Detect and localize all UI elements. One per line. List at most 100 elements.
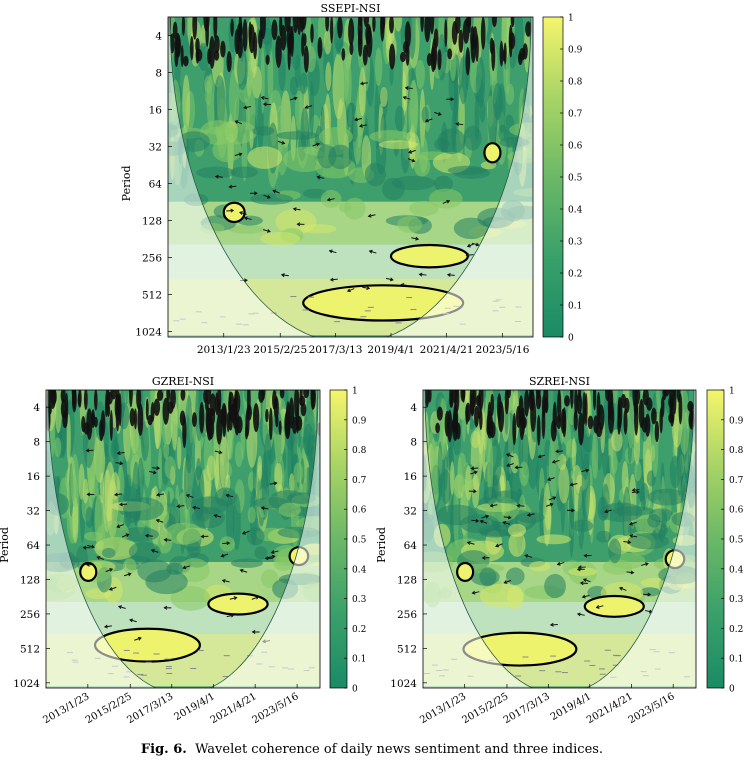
y-tick-label: 512: [142, 289, 162, 301]
y-tick-label: 1024: [135, 326, 162, 338]
phase-arrow-head: [129, 618, 134, 623]
phase-arrow: [480, 520, 488, 524]
coherence-texture: [123, 558, 137, 574]
significance-streak: [287, 33, 292, 56]
coherence-texture: [164, 456, 176, 479]
significance-streak: [449, 392, 454, 408]
phase-arrow: [527, 513, 535, 516]
significance-streak: [486, 410, 494, 439]
significance-streak: [166, 390, 171, 404]
phase-arrow: [244, 217, 252, 220]
phase-arrow-head: [556, 561, 561, 566]
phase-arrow-head: [316, 175, 321, 180]
coherence-texture: [507, 523, 527, 537]
phase-arrow: [222, 579, 230, 583]
phase-arrow: [114, 493, 123, 496]
x-tick-label: 2023/5/16: [627, 691, 677, 726]
phase-arrow-head: [273, 481, 278, 486]
significance-streak: [663, 390, 670, 397]
significance-streak: [427, 390, 432, 403]
coherence-texture: [476, 57, 486, 108]
panel-title: GZREI-NSI: [152, 375, 214, 388]
coherence-texture: [99, 472, 105, 504]
colorbar-tick-label: 0.2: [568, 270, 582, 280]
phase-arrow: [631, 491, 640, 494]
significance-streak: [286, 401, 290, 423]
phase-arrow-head: [230, 208, 235, 213]
phase-arrow: [293, 208, 301, 211]
phase-arrow-head: [200, 534, 205, 539]
phase-arrow-head: [359, 81, 364, 86]
significance-streak: [49, 390, 56, 410]
phase-arrow-head: [109, 568, 114, 572]
phase-arrow: [327, 198, 335, 201]
coherence-texture: [611, 429, 623, 452]
coherence-texture: [394, 17, 403, 32]
phase-arrow: [305, 105, 313, 109]
significance-streak: [510, 17, 515, 28]
phase-arrow: [87, 545, 95, 548]
phase-arrow-head: [221, 578, 226, 583]
phase-arrow: [506, 463, 514, 467]
coherence-texture: [338, 202, 352, 213]
coherence-texture: [102, 547, 116, 559]
significance-streak: [363, 17, 370, 28]
phase-arrow-head: [329, 277, 334, 282]
phase-arrow-head: [354, 117, 359, 122]
phase-arrow: [214, 514, 222, 518]
phase-arrow: [408, 149, 416, 154]
significance-streak: [480, 17, 486, 50]
y-tick-label: 256: [397, 609, 417, 621]
coherence-texture: [437, 441, 443, 501]
coherence-texture: [206, 455, 216, 481]
y-tick-label: 512: [397, 643, 417, 655]
significance-streak: [265, 408, 269, 423]
coherence-texture: [254, 546, 268, 560]
coherence-texture: [182, 74, 191, 133]
phase-arrow: [164, 539, 172, 541]
coherence-texture: [186, 17, 192, 38]
coherence-texture: [434, 137, 450, 151]
phase-arrow: [570, 482, 578, 486]
significance-streak: [205, 17, 209, 48]
phase-arrow-head: [96, 555, 101, 560]
phase-arrow: [226, 494, 234, 498]
phase-arrow: [263, 194, 271, 199]
phase-arrow-head: [644, 562, 649, 567]
significance-streak: [638, 398, 645, 429]
colorbar-tick-label: 0: [729, 685, 735, 695]
figure-caption: Fig. 6. Wavelet coherence of daily news …: [0, 742, 744, 757]
phase-arrow-head: [366, 286, 371, 290]
phase-arrow-head: [636, 490, 640, 495]
phase-arrow: [317, 176, 325, 179]
coherence-texture: [293, 462, 303, 483]
phase-arrow-head: [234, 120, 239, 124]
x-tick-label: 2017/3/13: [502, 691, 552, 726]
coherence-texture: [394, 105, 405, 133]
phase-arrow-head: [144, 533, 149, 538]
significance-streak: [644, 413, 651, 437]
phase-arrow: [490, 504, 498, 507]
coherence-texture: [196, 458, 202, 481]
coherence-texture: [304, 17, 312, 53]
cone-of-influence-line: [424, 390, 695, 688]
phase-arrow-head: [116, 524, 121, 529]
phase-arrow: [504, 580, 512, 584]
significance-streak: [462, 19, 470, 44]
phase-arrow-head: [549, 502, 554, 507]
coherence-texture: [97, 520, 129, 546]
phase-arrow-head: [296, 222, 301, 227]
phase-arrow: [177, 505, 185, 507]
significance-streak: [508, 24, 513, 58]
colorbar-tick-label: 0.1: [352, 655, 366, 665]
phase-arrow: [481, 515, 489, 519]
colorbar-tick-label: 0.1: [568, 302, 582, 312]
colorbar-tick-label: 0.7: [352, 476, 367, 486]
phase-arrow-head: [618, 586, 623, 591]
phase-arrow: [641, 563, 649, 566]
phase-arrow: [447, 274, 455, 276]
wavelet-panel-szrei-nsi: SZREI-NSI 4 8 16 32 64 128 256 512 1024 Period 2013…: [375, 375, 744, 726]
cone-of-influence-line: [47, 390, 319, 688]
phase-arrow: [261, 507, 269, 510]
significance-streak: [93, 390, 98, 411]
